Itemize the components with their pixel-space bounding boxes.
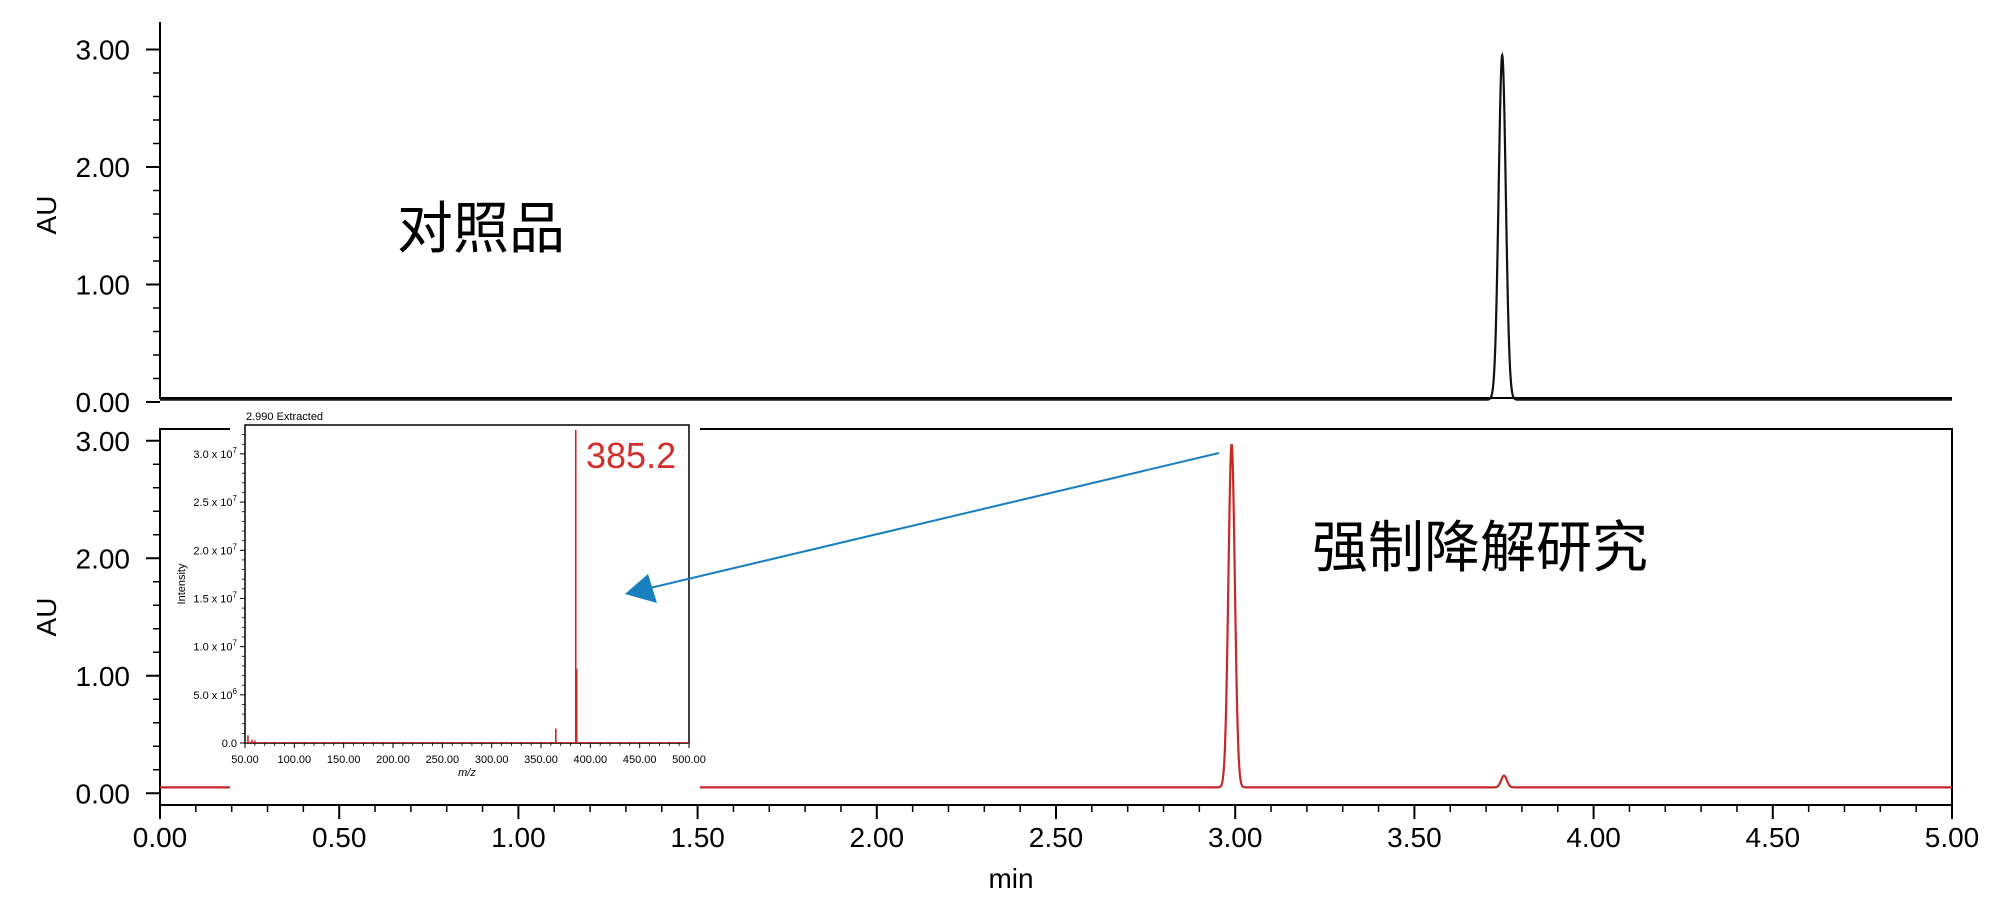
top-panel: 0.00 1.00 2.00 3.00 AU 对照品 [31, 22, 1952, 418]
inset-spectrum-sticks [245, 429, 689, 743]
top-panel-frame [159, 22, 1952, 399]
bottom-y-tick-label: 2.00 [76, 543, 131, 574]
inset-y-tick-label: 1.0 x 107 [193, 639, 237, 654]
bottom-y-tick-label: 1.00 [76, 661, 131, 692]
inset-x-tick-label: 50.00 [231, 754, 259, 766]
inset-y-tick-label: 0.0 [222, 738, 237, 750]
inset-x-tick-label: 350.00 [524, 754, 558, 766]
inset-x-tick-label: 450.00 [623, 754, 657, 766]
x-tick-label: 4.50 [1746, 822, 1801, 853]
x-axis-title: min [988, 863, 1033, 894]
inset-x-tick-label: 400.00 [574, 754, 608, 766]
x-tick-label: 3.00 [1208, 822, 1263, 853]
inset-x-tick-label: 250.00 [426, 754, 460, 766]
inset-y-tick-label: 3.0 x 107 [193, 446, 237, 461]
inset-y-tick-label: 2.0 x 107 [193, 542, 237, 557]
inset-y-axis-ticks [240, 434, 245, 744]
x-axis-tick-labels: 0.00 0.50 1.00 1.50 2.00 2.50 3.00 3.50 4.00 4.50… [133, 822, 1980, 853]
inset-y-axis-tick-labels: 0.0 5.0 x 106 1.0 x 107 1.5 x 107 2.0 x 107 2… [193, 446, 237, 750]
bottom-annotation: 强制降解研究 [1312, 516, 1648, 581]
inset-x-tick-label: 150.00 [327, 754, 361, 766]
top-series-line [160, 51, 1952, 401]
inset-x-axis-ticks [244, 743, 690, 748]
peak-to-spectrum-arrow [625, 452, 1220, 603]
x-tick-label: 0.00 [133, 822, 188, 853]
inset-x-tick-label: 100.00 [278, 754, 312, 766]
bottom-y-tick-label: 3.00 [76, 426, 131, 457]
x-tick-label: 0.50 [312, 822, 367, 853]
inset-y-tick-label: 5.0 x 106 [193, 687, 237, 702]
inset-mass-spectrum: 2.990 Extracted 0.0 5.0 x 106 1.0 x 107 1.5… [176, 411, 706, 790]
x-tick-label: 5.00 [1925, 822, 1980, 853]
inset-x-axis-title: m/z [458, 767, 476, 779]
inset-peak-label: 385.2 [586, 435, 676, 476]
x-tick-label: 1.50 [670, 822, 725, 853]
inset-title: 2.990 Extracted [246, 411, 323, 423]
inset-x-tick-label: 500.00 [672, 754, 706, 766]
top-y-tick-label: 3.00 [76, 35, 131, 66]
inset-background [230, 418, 700, 790]
x-tick-label: 4.00 [1566, 822, 1621, 853]
top-y-tick-label: 1.00 [76, 270, 131, 301]
x-tick-label: 2.50 [1029, 822, 1084, 853]
inset-y-tick-label: 2.5 x 107 [193, 494, 237, 509]
top-y-axis-ticks [146, 48, 160, 403]
top-y-axis-tick-labels: 0.00 1.00 2.00 3.00 [76, 35, 131, 419]
inset-x-axis-tick-labels: 50.00 100.00 150.00 200.00 250.00 300.00 350.0… [231, 754, 706, 766]
inset-x-tick-label: 200.00 [376, 754, 410, 766]
inset-y-axis-title: Intensity [176, 563, 188, 604]
inset-x-tick-label: 300.00 [475, 754, 509, 766]
x-axis-ticks [159, 805, 1953, 819]
arrow-head [625, 574, 657, 603]
bottom-y-axis-ticks [146, 439, 160, 795]
bottom-y-axis-tick-labels: 0.00 1.00 2.00 3.00 [76, 426, 131, 810]
top-annotation: 对照品 [397, 197, 565, 262]
x-tick-label: 2.00 [850, 822, 905, 853]
x-tick-label: 1.00 [491, 822, 546, 853]
bottom-y-tick-label: 0.00 [76, 778, 131, 809]
inset-y-tick-label: 1.5 x 107 [193, 590, 237, 605]
arrow-line [649, 452, 1220, 589]
x-tick-label: 3.50 [1387, 822, 1442, 853]
top-y-axis-title: AU [31, 196, 62, 235]
top-y-tick-label: 2.00 [76, 152, 131, 183]
top-y-tick-label: 0.00 [76, 387, 131, 418]
bottom-y-axis-title: AU [31, 598, 62, 637]
